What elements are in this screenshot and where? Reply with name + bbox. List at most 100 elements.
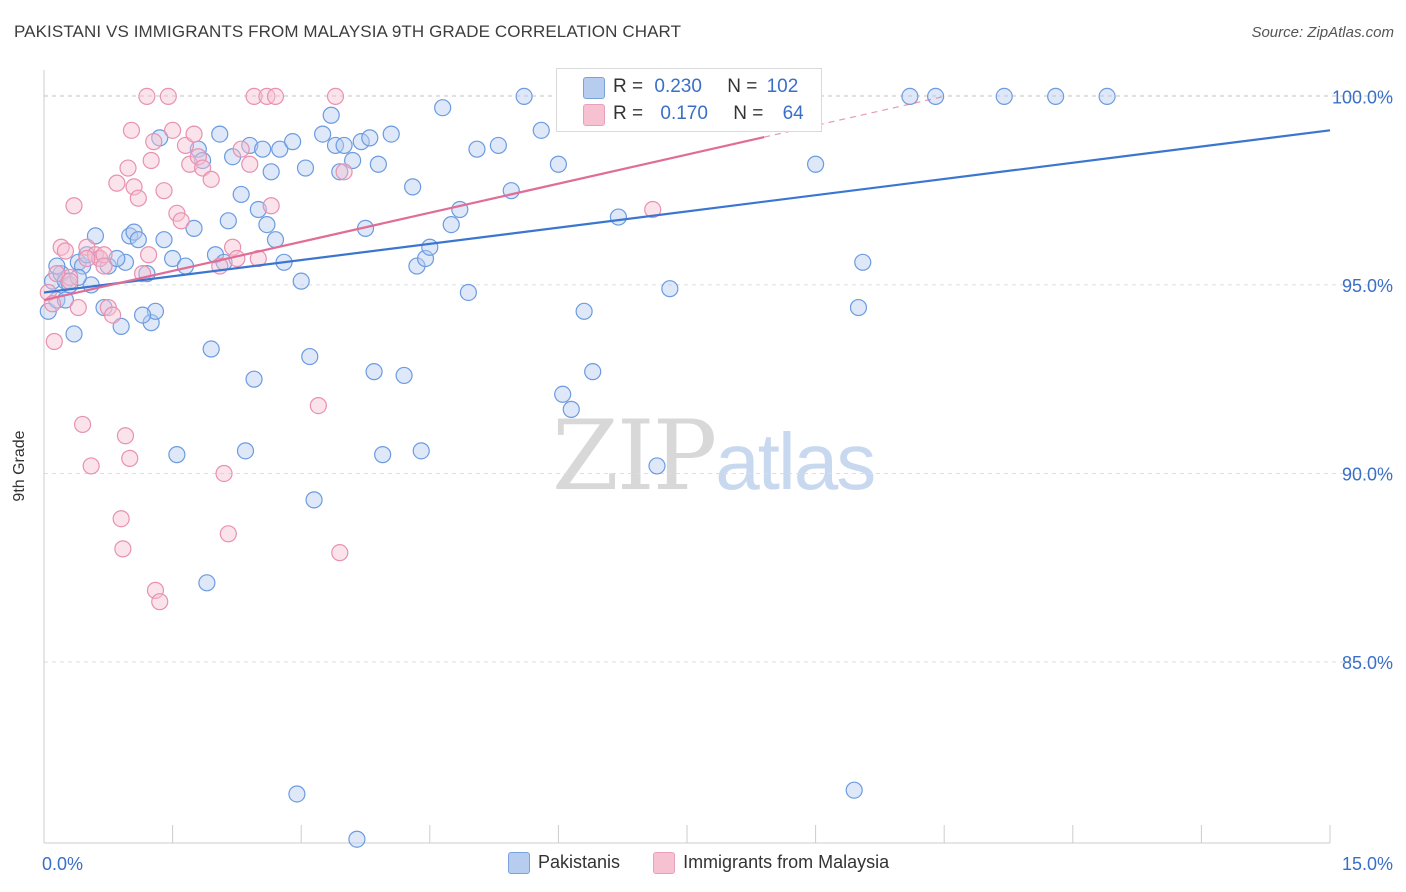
legend-item-pakistanis: Pakistanis xyxy=(508,852,621,874)
data-point xyxy=(305,491,323,509)
data-point xyxy=(245,370,263,388)
data-point xyxy=(241,136,259,155)
legend-r-label: R = xyxy=(613,103,644,124)
data-point xyxy=(489,136,507,155)
data-point xyxy=(86,227,105,245)
data-point xyxy=(309,396,327,415)
y-tick-label: 90.0% xyxy=(1342,464,1393,484)
trend-line-malaysia-dashed xyxy=(764,95,945,138)
data-point xyxy=(65,197,83,215)
trend-lines xyxy=(43,95,1331,302)
data-point xyxy=(648,457,666,475)
data-point xyxy=(185,219,203,237)
data-point xyxy=(112,510,130,528)
data-point xyxy=(155,182,173,200)
data-point xyxy=(562,400,580,418)
data-point xyxy=(344,151,362,170)
data-point xyxy=(284,133,302,151)
data-point xyxy=(382,125,400,143)
data-point xyxy=(159,87,177,105)
chart-title: PAKISTANI VS IMMIGRANTS FROM MALAYSIA 9T… xyxy=(14,22,682,41)
data-point xyxy=(348,830,366,848)
legend-swatch-blue xyxy=(583,77,605,99)
data-point xyxy=(412,442,430,460)
legend-r-value: 0.170 xyxy=(660,103,708,124)
legend-swatch-blue xyxy=(508,852,530,874)
legend-n-value: 64 xyxy=(782,103,804,124)
data-point xyxy=(442,216,460,234)
data-point xyxy=(108,174,126,192)
data-point xyxy=(249,200,267,219)
data-point xyxy=(45,332,63,351)
axes xyxy=(43,70,1331,844)
data-point xyxy=(82,457,100,475)
data-point xyxy=(145,133,163,151)
data-point xyxy=(262,197,280,215)
data-point xyxy=(901,87,919,105)
data-point xyxy=(133,306,152,324)
data-point xyxy=(114,540,132,558)
data-point xyxy=(189,148,207,166)
data-point xyxy=(644,200,662,219)
data-point xyxy=(459,283,477,302)
data-point xyxy=(1047,87,1065,105)
data-point xyxy=(1098,87,1116,105)
data-point xyxy=(119,159,137,177)
data-point xyxy=(331,163,349,181)
data-point xyxy=(198,574,216,592)
data-point xyxy=(224,238,242,256)
data-point xyxy=(232,140,250,158)
data-point xyxy=(95,257,113,275)
data-point xyxy=(164,249,182,268)
data-point xyxy=(258,216,276,234)
data-point xyxy=(236,442,255,460)
data-point xyxy=(271,140,289,158)
data-point xyxy=(151,593,169,611)
data-point xyxy=(116,253,135,271)
data-point xyxy=(515,87,533,105)
data-point xyxy=(215,464,233,483)
data-point xyxy=(584,363,602,381)
legend-r-value: 0.230 xyxy=(654,76,702,97)
data-point xyxy=(322,106,340,124)
data-point xyxy=(326,87,345,105)
data-point xyxy=(121,449,139,467)
bottom-legend: Pakistanis Immigrants from Malaysia xyxy=(508,852,917,874)
data-point xyxy=(404,178,422,196)
legend-item-malaysia: Immigrants from Malaysia xyxy=(653,852,889,874)
legend-n-label: N = xyxy=(733,103,764,124)
data-point xyxy=(254,140,272,158)
data-point xyxy=(554,385,572,403)
data-point xyxy=(56,242,75,260)
stats-legend: R = 0.230 N = 102 R = 0.170 N = 64 xyxy=(556,68,822,132)
data-point xyxy=(142,151,160,170)
series-immigrants-from-malaysia xyxy=(39,87,662,611)
data-point xyxy=(129,189,147,207)
data-point xyxy=(301,347,319,366)
legend-label-pakistanis: Pakistanis xyxy=(538,852,621,872)
data-point xyxy=(116,427,135,445)
data-point xyxy=(125,178,143,196)
data-point xyxy=(108,249,126,268)
legend-swatch-pink xyxy=(583,104,605,126)
data-point xyxy=(194,159,212,177)
watermark: ZIPatlas xyxy=(552,400,876,512)
data-point xyxy=(314,125,332,143)
data-point xyxy=(854,253,872,271)
data-point xyxy=(103,306,122,324)
data-point xyxy=(65,325,83,343)
data-point xyxy=(245,87,263,105)
data-point xyxy=(211,125,229,143)
data-point xyxy=(112,317,130,336)
data-point xyxy=(219,525,237,543)
data-point xyxy=(202,170,220,188)
data-point xyxy=(434,99,452,117)
watermark-zip: ZIP xyxy=(552,400,717,512)
legend-r-label: R = xyxy=(613,76,644,97)
data-point xyxy=(335,163,353,181)
data-point xyxy=(575,302,593,320)
tick-labels: 85.0% 90.0% 95.0% 100.0% 0.0% 15.0% xyxy=(42,87,1393,874)
data-point xyxy=(609,208,628,226)
data-point xyxy=(335,136,353,155)
